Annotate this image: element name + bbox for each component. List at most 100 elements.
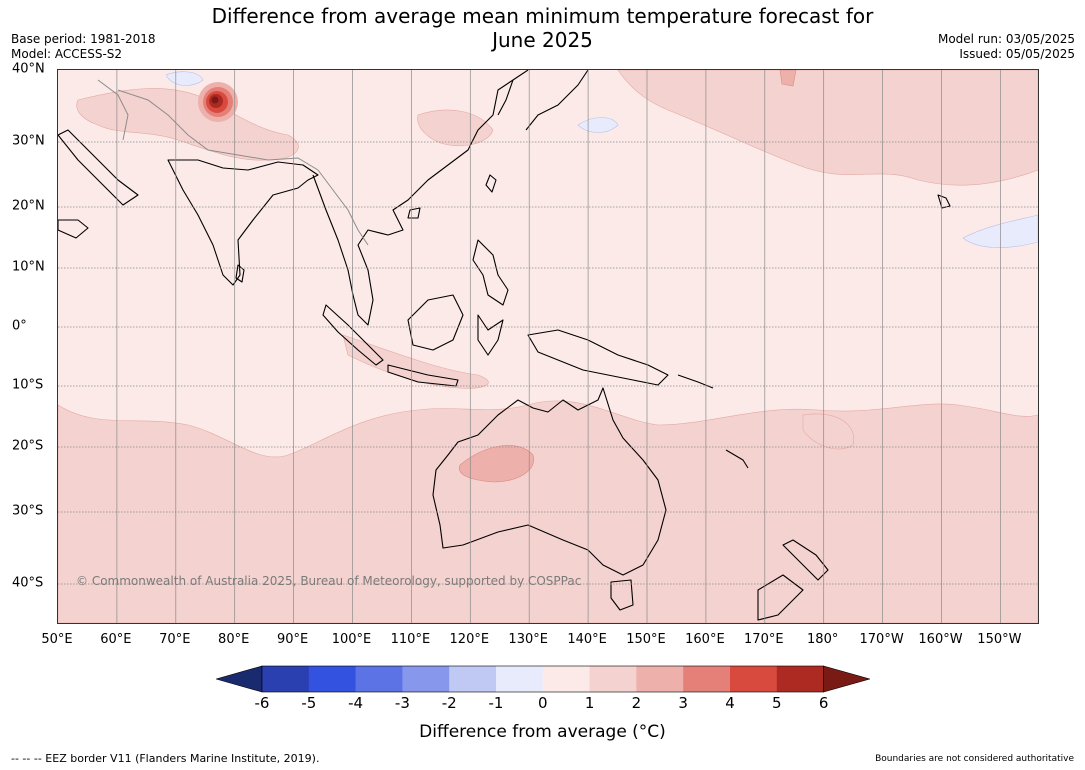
longitude-label: 50°E	[41, 632, 73, 647]
parallel-gridlines	[58, 141, 1038, 585]
longitude-label: 130°E	[508, 632, 548, 647]
western-australia-hotspot	[459, 445, 535, 483]
longitude-label: 150°E	[626, 632, 666, 647]
colorbar-segment	[308, 666, 357, 692]
japan-coastline	[525, 70, 589, 131]
latitude-label: 30°N	[12, 133, 45, 149]
colorbar-extend-high	[823, 665, 871, 693]
latitude-label: 10°S	[12, 377, 44, 393]
coastlines	[58, 70, 951, 621]
new-caledonia-coastline	[725, 449, 749, 469]
tasmania-coastline	[610, 579, 634, 611]
hawaii-coastline	[937, 194, 951, 209]
longitude-label: 110°E	[390, 632, 431, 647]
colorbar-tick-label: 6	[818, 694, 829, 712]
sumatra-coastline	[322, 304, 384, 366]
colorbar-tick-label: -6	[254, 694, 270, 712]
fiji-region	[802, 413, 855, 450]
longitude-label: 140°E	[567, 632, 607, 647]
mainland-asia-coastline	[312, 70, 529, 326]
latitude-label: 40°S	[12, 575, 44, 591]
new-zealand-north-coastline	[782, 539, 829, 581]
border-iran	[97, 79, 129, 141]
horn-of-africa-coastline	[58, 219, 89, 239]
colorbar-tick-label: 4	[725, 694, 735, 712]
north-pacific-region	[617, 70, 1038, 186]
longitude-label: 170°W	[859, 632, 904, 647]
copyright-notice: © Commonwealth of Australia 2025, Bureau…	[76, 574, 582, 588]
latitude-label: 40°N	[12, 61, 45, 77]
new-zealand-south-coastline	[757, 574, 804, 621]
base-period: Base period: 1981-2018	[11, 32, 156, 46]
hainan-coastline	[407, 207, 421, 219]
colorbar-segment	[776, 666, 825, 692]
colorbar-tick-label: -1	[488, 694, 504, 712]
chart-title: Difference from average mean minimum tem…	[0, 4, 1085, 52]
boundaries-disclaimer: Boundaries are not considered authoritat…	[875, 754, 1074, 764]
longitude-label: 150°W	[977, 632, 1022, 647]
title-line-2: June 2025	[492, 28, 593, 52]
meridian-gridlines	[116, 70, 1001, 623]
map-panel	[57, 69, 1039, 624]
colorbar-segment	[402, 666, 450, 692]
colorbar-tick-label: 2	[631, 694, 642, 712]
eez-border-note: -- -- -- EEZ border V11 (Flanders Marine…	[11, 752, 320, 765]
colorbar-label: Difference from average (°C)	[419, 722, 666, 742]
longitude-label: 60°E	[100, 632, 132, 647]
colorbar-tick-label: -2	[441, 694, 457, 712]
longitude-label: 120°E	[449, 632, 490, 647]
sulawesi-coastline	[477, 314, 504, 356]
colorbar-tick-label: 5	[772, 694, 782, 712]
colorbar-segment	[262, 666, 310, 692]
map-canvas	[58, 70, 1038, 623]
colorbar-extend-low	[214, 665, 263, 693]
country-borders	[97, 79, 369, 246]
meta-left: Base period: 1981-2018 Model: ACCESS-S2	[11, 32, 156, 62]
longitude-label: 160°W	[918, 632, 963, 647]
colorbar-tick-label: -3	[394, 694, 410, 712]
colorbar-tick-label: 1	[584, 694, 595, 712]
issued-date: Issued: 05/05/2025	[959, 47, 1075, 61]
colorbar-segment	[589, 666, 637, 692]
arabia-coastline	[58, 129, 139, 206]
colorbar-segment	[496, 666, 544, 692]
latitude-label: 20°S	[12, 438, 44, 454]
longitude-label: 160°E	[685, 632, 725, 647]
colorbar-segment	[542, 666, 591, 692]
philippines-coastline	[472, 239, 509, 306]
australia-coastline	[432, 387, 667, 576]
colorbar-tick-label: 3	[678, 694, 688, 712]
border-south-asia	[117, 89, 319, 171]
colorbar-tick-label: -4	[348, 694, 364, 712]
colorbar-segment	[683, 666, 731, 692]
north-pacific-hotspot	[779, 70, 797, 87]
latitude-label: 20°N	[12, 198, 45, 214]
colorbar-segment	[730, 666, 778, 692]
borneo-coastline	[407, 294, 464, 351]
longitude-label: 100°E	[331, 632, 372, 647]
latitude-label: 10°N	[12, 259, 45, 275]
colorbar-tick-label: 0	[538, 694, 548, 712]
colorbar-segment	[355, 666, 403, 692]
meta-right: Model run: 03/05/2025 Issued: 05/05/2025	[938, 32, 1075, 62]
colorbar-tick-label: -5	[301, 694, 317, 712]
longitude-label: 170°E	[744, 632, 784, 647]
korea-coastline	[497, 79, 514, 116]
colorbar-segment	[449, 666, 497, 692]
solomon-islands-coastline	[677, 374, 714, 389]
himalaya-hotspot	[198, 82, 238, 122]
latitude-label: 30°S	[12, 503, 44, 519]
himalaya-cool-region	[165, 71, 204, 86]
border-indochina	[317, 169, 369, 246]
longitude-label: 90°E	[276, 632, 309, 647]
longitude-label: 80°E	[218, 632, 250, 647]
latitude-label: 0°	[12, 318, 27, 334]
taiwan-coastline	[485, 174, 497, 193]
colorbar	[214, 664, 871, 694]
longitude-label: 70°E	[159, 632, 191, 647]
anomaly-2-3-regions	[459, 70, 797, 483]
model-run: Model run: 03/05/2025	[937, 32, 1075, 46]
india-coastline	[167, 159, 319, 286]
colorbar-svg	[214, 665, 871, 693]
title-line-1: Difference from average mean minimum tem…	[211, 4, 874, 28]
